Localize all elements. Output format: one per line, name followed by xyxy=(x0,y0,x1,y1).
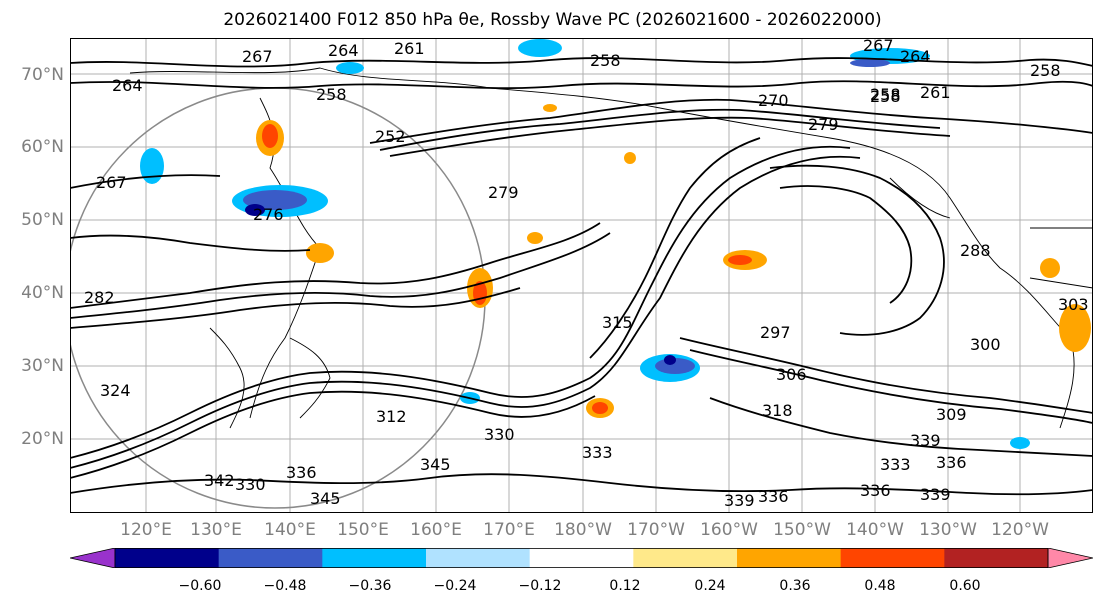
lon-label-140e: 140°E xyxy=(264,520,316,540)
contour-label: 330 xyxy=(484,425,515,444)
lon-label-150w: 150°W xyxy=(773,520,831,540)
lon-label-120w: 120°W xyxy=(991,520,1049,540)
contour-label: 270 xyxy=(758,91,789,110)
colorbar xyxy=(69,547,1094,569)
contour-label: 333 xyxy=(582,443,613,462)
contour-label: 297 xyxy=(760,323,791,342)
lon-label-130e: 130°E xyxy=(190,520,242,540)
contour-label: 336 xyxy=(860,481,891,500)
contour-label: 258 xyxy=(870,85,901,104)
contour-label: 339 xyxy=(910,431,941,450)
contour-label: 276 xyxy=(253,205,284,224)
contour-label: 264 xyxy=(900,47,931,66)
map-area[interactable]: 267 264 261 258 267 264 258 264 258 258 … xyxy=(64,36,1094,513)
lon-label-170w: 170°W xyxy=(627,520,685,540)
contour-label: 264 xyxy=(112,76,143,95)
contour-label: 264 xyxy=(328,41,359,60)
contour-label: 336 xyxy=(758,487,789,506)
lon-label-160e: 160°E xyxy=(410,520,462,540)
map-canvas: 267 264 261 258 267 264 258 264 258 258 … xyxy=(64,36,1094,513)
colorbar-tick: −0.60 xyxy=(178,578,222,594)
colorbar-tick: 0.24 xyxy=(694,578,726,594)
contour-label: 339 xyxy=(920,485,951,504)
contour-label: 258 xyxy=(590,51,621,70)
contour-label: 279 xyxy=(488,183,519,202)
contour-label: 342 xyxy=(204,471,235,490)
contour-label: 282 xyxy=(84,288,115,307)
contour-label: 312 xyxy=(376,407,407,426)
colorbar-segment xyxy=(633,548,738,568)
contour-label: 261 xyxy=(394,39,425,58)
contour-label: 333 xyxy=(880,455,911,474)
contour-label: 288 xyxy=(960,241,991,260)
colorbar-segment xyxy=(840,548,945,568)
lon-label-180w: 180°W xyxy=(554,520,612,540)
contour-labels: 267 264 261 258 267 264 258 264 258 258 … xyxy=(84,36,1089,510)
contour-label: 345 xyxy=(420,455,451,474)
lon-label-150e: 150°E xyxy=(337,520,389,540)
contour-label: 330 xyxy=(235,475,266,494)
contour-label: 324 xyxy=(100,381,131,400)
lat-label-60n: 60°N xyxy=(21,137,64,157)
contour-label: 309 xyxy=(936,405,967,424)
colorbar-tick: −0.24 xyxy=(433,578,477,594)
colorbar-segment xyxy=(115,548,220,568)
colorbar-svg xyxy=(69,547,1094,569)
contour-label: 258 xyxy=(316,85,347,104)
contour-label: 279 xyxy=(808,115,839,134)
contour-label: 336 xyxy=(286,463,317,482)
colorbar-segment xyxy=(322,548,427,568)
lon-label-140w: 140°W xyxy=(846,520,904,540)
contour-label: 267 xyxy=(863,38,894,55)
colorbar-tick: 0.12 xyxy=(609,578,641,594)
contour-label: 267 xyxy=(242,47,273,66)
contour-label: 258 xyxy=(1030,61,1061,80)
lat-label-30n: 30°N xyxy=(21,356,64,376)
colorbar-tick: 0.48 xyxy=(864,578,896,594)
lat-label-70n: 70°N xyxy=(21,65,64,85)
colorbar-tick: −0.12 xyxy=(518,578,562,594)
colorbar-segment xyxy=(426,548,531,568)
contour-label: 339 xyxy=(724,491,755,510)
colorbar-segment xyxy=(944,548,1049,568)
contour-label: 300 xyxy=(970,335,1001,354)
lon-label-120e: 120°E xyxy=(120,520,172,540)
colorbar-tick: −0.48 xyxy=(263,578,307,594)
map-title: 2026021400 F012 850 hPa θe, Rossby Wave … xyxy=(223,10,882,30)
lat-label-40n: 40°N xyxy=(21,283,64,303)
colorbar-tick: 0.36 xyxy=(779,578,811,594)
theta-e-contours xyxy=(69,57,1094,496)
colorbar-extend-high xyxy=(1047,547,1094,569)
colorbar-segment xyxy=(529,548,634,568)
contour-label: 267 xyxy=(96,173,127,192)
lat-label-50n: 50°N xyxy=(21,210,64,230)
colorbar-tick: −0.36 xyxy=(348,578,392,594)
contour-label: 261 xyxy=(920,83,951,102)
contour-label: 318 xyxy=(762,401,793,420)
colorbar-segment xyxy=(737,548,842,568)
contour-label: 252 xyxy=(375,127,406,146)
contour-label: 315 xyxy=(602,313,633,332)
colorbar-tick: 0.60 xyxy=(949,578,981,594)
contour-label: 258 xyxy=(870,87,901,106)
lon-label-130w: 130°W xyxy=(919,520,977,540)
contour-label: 336 xyxy=(936,453,967,472)
contour-label: 306 xyxy=(776,365,807,384)
contour-label: 345 xyxy=(310,489,341,508)
colorbar-extend-low xyxy=(69,547,116,569)
colorbar-segment xyxy=(218,548,323,568)
anomaly-shading xyxy=(140,39,1091,449)
lat-label-20n: 20°N xyxy=(21,429,64,449)
colorbar-outline xyxy=(114,548,1049,569)
lon-label-170e: 170°E xyxy=(483,520,535,540)
contour-label: 303 xyxy=(1058,295,1089,314)
lon-label-160w: 160°W xyxy=(700,520,758,540)
map-border xyxy=(70,38,1093,513)
